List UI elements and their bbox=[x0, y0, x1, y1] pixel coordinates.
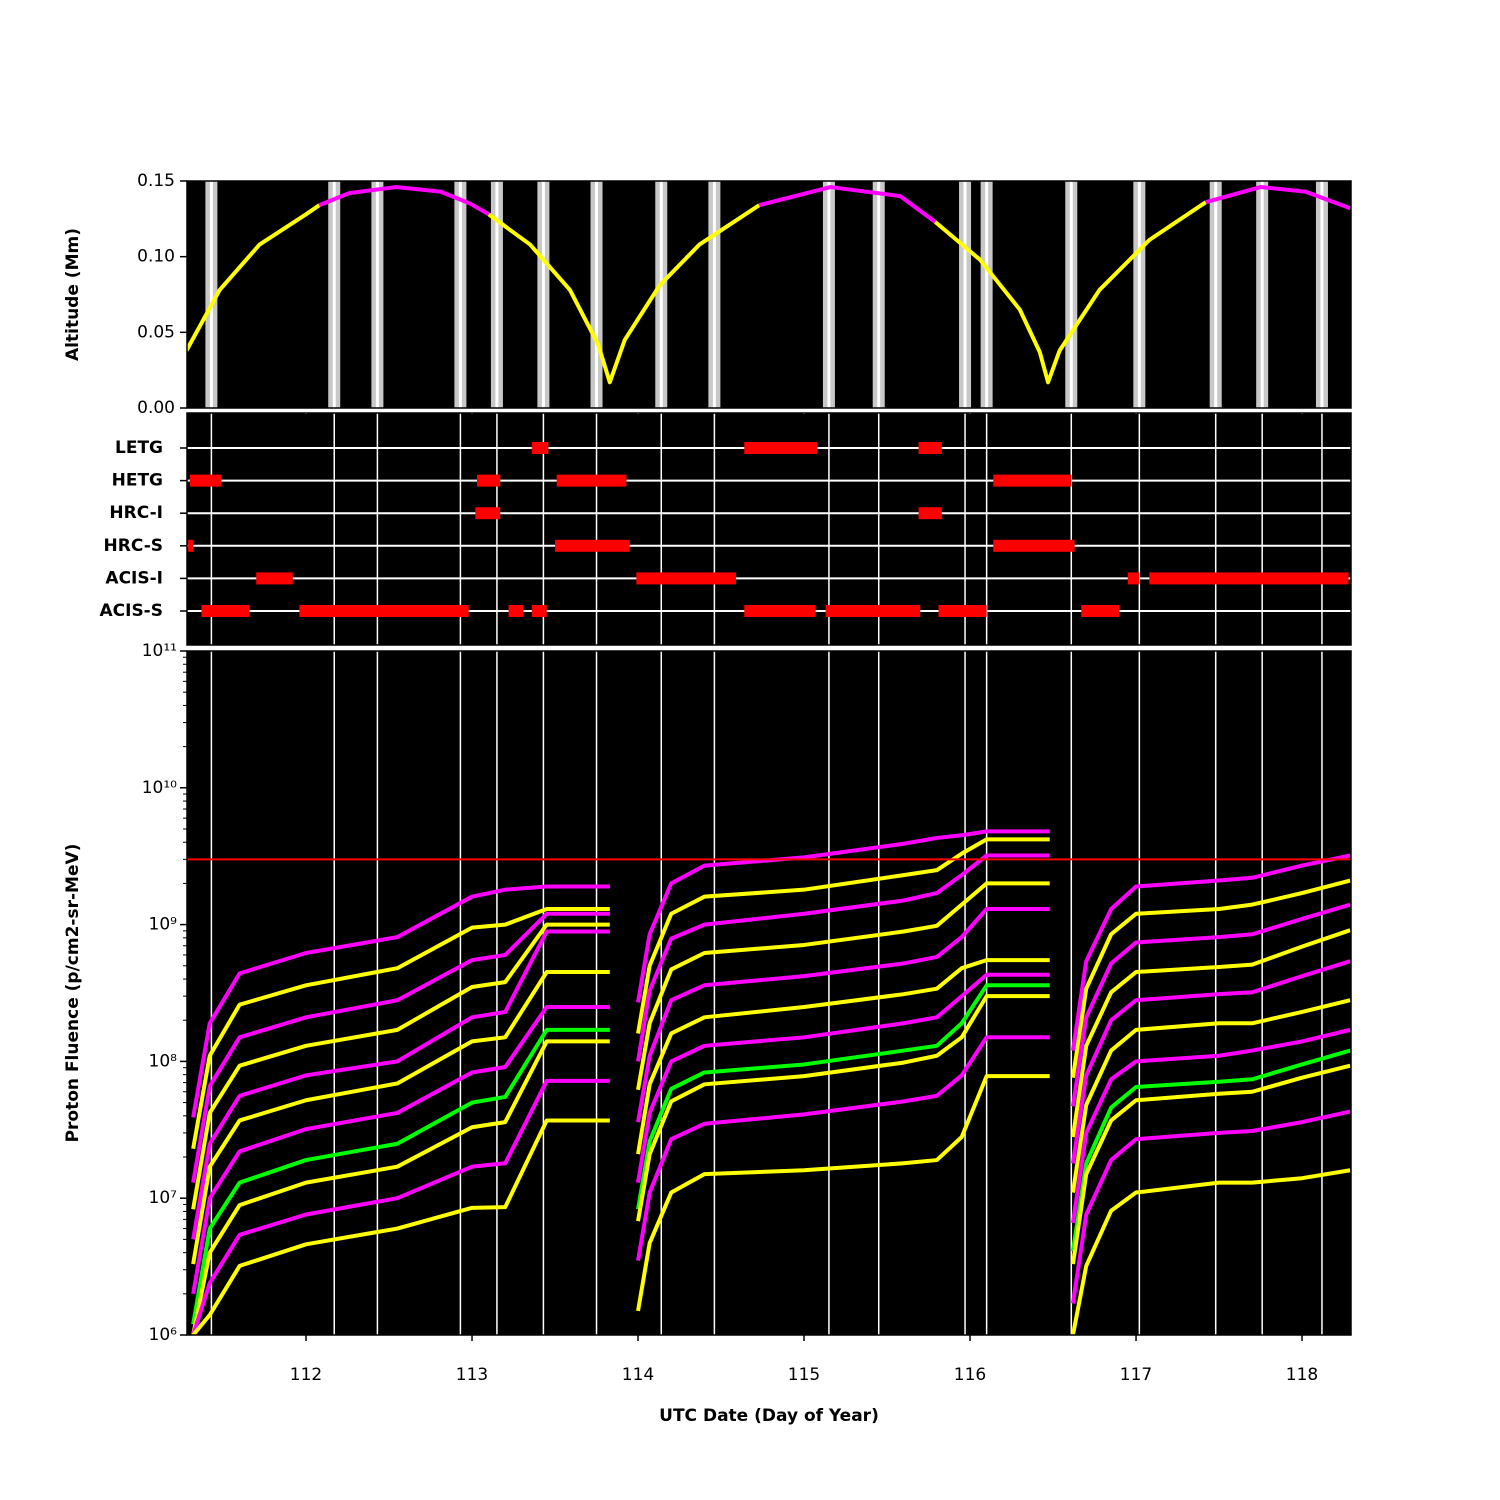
observation-bar bbox=[636, 572, 736, 585]
fluence-line bbox=[1070, 1048, 1351, 1252]
instrument-label: HRC-S bbox=[104, 536, 163, 556]
observation-bar bbox=[938, 605, 987, 617]
fluence-line bbox=[636, 994, 1050, 1222]
fluence-line bbox=[191, 922, 610, 1210]
fluence-line bbox=[1070, 1027, 1351, 1224]
fluence-line bbox=[191, 1039, 610, 1335]
x-axis-label: UTC Date (Day of Year) bbox=[659, 1406, 879, 1426]
x-tick-label: 114 bbox=[622, 1365, 654, 1385]
fluence-line bbox=[191, 884, 610, 1118]
instrument-label: LETG bbox=[115, 438, 163, 458]
fluence-line bbox=[636, 907, 1050, 1123]
y-tick-label: 10⁷ bbox=[149, 1188, 178, 1208]
y-tick-label: 0.00 bbox=[137, 398, 175, 418]
observation-bar bbox=[1081, 605, 1120, 617]
observation-bar bbox=[918, 507, 942, 520]
fluence-line bbox=[636, 881, 1050, 1091]
observation-bar bbox=[508, 605, 524, 617]
y-tick-label: 0.10 bbox=[137, 247, 175, 267]
observation-bar bbox=[744, 442, 818, 454]
y-axis-label: Altitude (Mm) bbox=[63, 228, 83, 361]
y-tick-label: 10⁹ bbox=[149, 915, 178, 935]
observation-bar bbox=[201, 605, 250, 617]
fluence-line bbox=[1070, 998, 1351, 1193]
altitude-line bbox=[318, 185, 1351, 224]
fluence-line bbox=[191, 907, 610, 1150]
fluence-line bbox=[1070, 1109, 1351, 1304]
instrument-label: ACIS-I bbox=[105, 568, 163, 588]
observation-bar bbox=[825, 605, 921, 617]
observation-bar bbox=[531, 605, 547, 617]
fluence-line bbox=[636, 853, 1050, 1062]
fluence-line bbox=[1070, 1063, 1351, 1265]
fluence-line bbox=[191, 911, 610, 1183]
kp-annotation: KP: 2.33 bbox=[1272, 659, 1352, 679]
fluence-line bbox=[636, 829, 1050, 1003]
observation-bar bbox=[993, 539, 1075, 552]
fluence-line bbox=[191, 1078, 610, 1335]
fluence-line bbox=[636, 972, 1050, 1183]
observation-bar bbox=[555, 539, 630, 552]
fluence-line bbox=[191, 1004, 610, 1295]
fluence-line bbox=[636, 983, 1050, 1210]
fluence-line bbox=[636, 1074, 1050, 1312]
x-tick-label: 115 bbox=[788, 1365, 820, 1385]
observation-bar bbox=[1127, 572, 1140, 585]
instrument-label: HETG bbox=[112, 471, 163, 491]
instrument-plot bbox=[187, 442, 1351, 617]
instrument-label: HRC-I bbox=[109, 503, 163, 523]
fluence-line bbox=[1070, 902, 1351, 1107]
plot-frame bbox=[186, 650, 1352, 1336]
x-tick-label: 112 bbox=[290, 1365, 322, 1385]
observation-bar bbox=[556, 474, 627, 487]
y-tick-label: 10⁸ bbox=[149, 1051, 178, 1071]
x-tick-label: 118 bbox=[1286, 1365, 1318, 1385]
fluence-line bbox=[1070, 959, 1351, 1164]
y-tick-label: 10⁶ bbox=[149, 1325, 178, 1345]
observation-bar bbox=[256, 572, 293, 585]
observation-bar bbox=[299, 605, 469, 617]
x-tick-label: 113 bbox=[456, 1365, 488, 1385]
fluence-line bbox=[636, 1035, 1050, 1261]
fluence-line bbox=[1070, 1168, 1351, 1335]
plot-background bbox=[187, 651, 1351, 1335]
fluence-line bbox=[191, 1027, 610, 1325]
observation-bar bbox=[918, 442, 942, 454]
fluence-line bbox=[1070, 853, 1351, 1051]
observation-bar bbox=[189, 474, 222, 487]
plot-frame bbox=[186, 180, 1352, 409]
fluence-line bbox=[1070, 928, 1351, 1138]
altitude-line bbox=[187, 200, 1207, 385]
y-tick-label: 0.15 bbox=[137, 171, 175, 191]
y-tick-label: 0.05 bbox=[137, 322, 175, 342]
observation-bar bbox=[531, 442, 549, 454]
fluence-line bbox=[636, 958, 1050, 1155]
observation-bar bbox=[188, 539, 194, 552]
y-tick-label: 10¹⁰ bbox=[142, 778, 177, 798]
plot-frame bbox=[186, 412, 1352, 646]
fluence-line bbox=[191, 970, 610, 1265]
observation-bar bbox=[993, 474, 1072, 487]
x-tick-label: 116 bbox=[954, 1365, 986, 1385]
plot-background bbox=[187, 181, 1351, 408]
y-axis-label: Proton Fluence (p/cm2-sr-MeV) bbox=[63, 844, 83, 1143]
observation-bar bbox=[477, 474, 501, 487]
fluence-line bbox=[191, 1118, 610, 1335]
fluence-plot bbox=[187, 829, 1351, 1335]
instrument-label: ACIS-S bbox=[99, 601, 163, 621]
observation-bar bbox=[1149, 572, 1349, 585]
fluence-line bbox=[636, 837, 1050, 1034]
fluence-line bbox=[191, 929, 610, 1240]
observation-bar bbox=[744, 605, 816, 617]
x-tick-label: 117 bbox=[1120, 1365, 1152, 1385]
observation-bar bbox=[475, 507, 501, 520]
altitude-plot bbox=[187, 181, 1351, 408]
y-tick-label: 10¹¹ bbox=[142, 641, 177, 661]
fluence-line bbox=[1070, 878, 1351, 1078]
